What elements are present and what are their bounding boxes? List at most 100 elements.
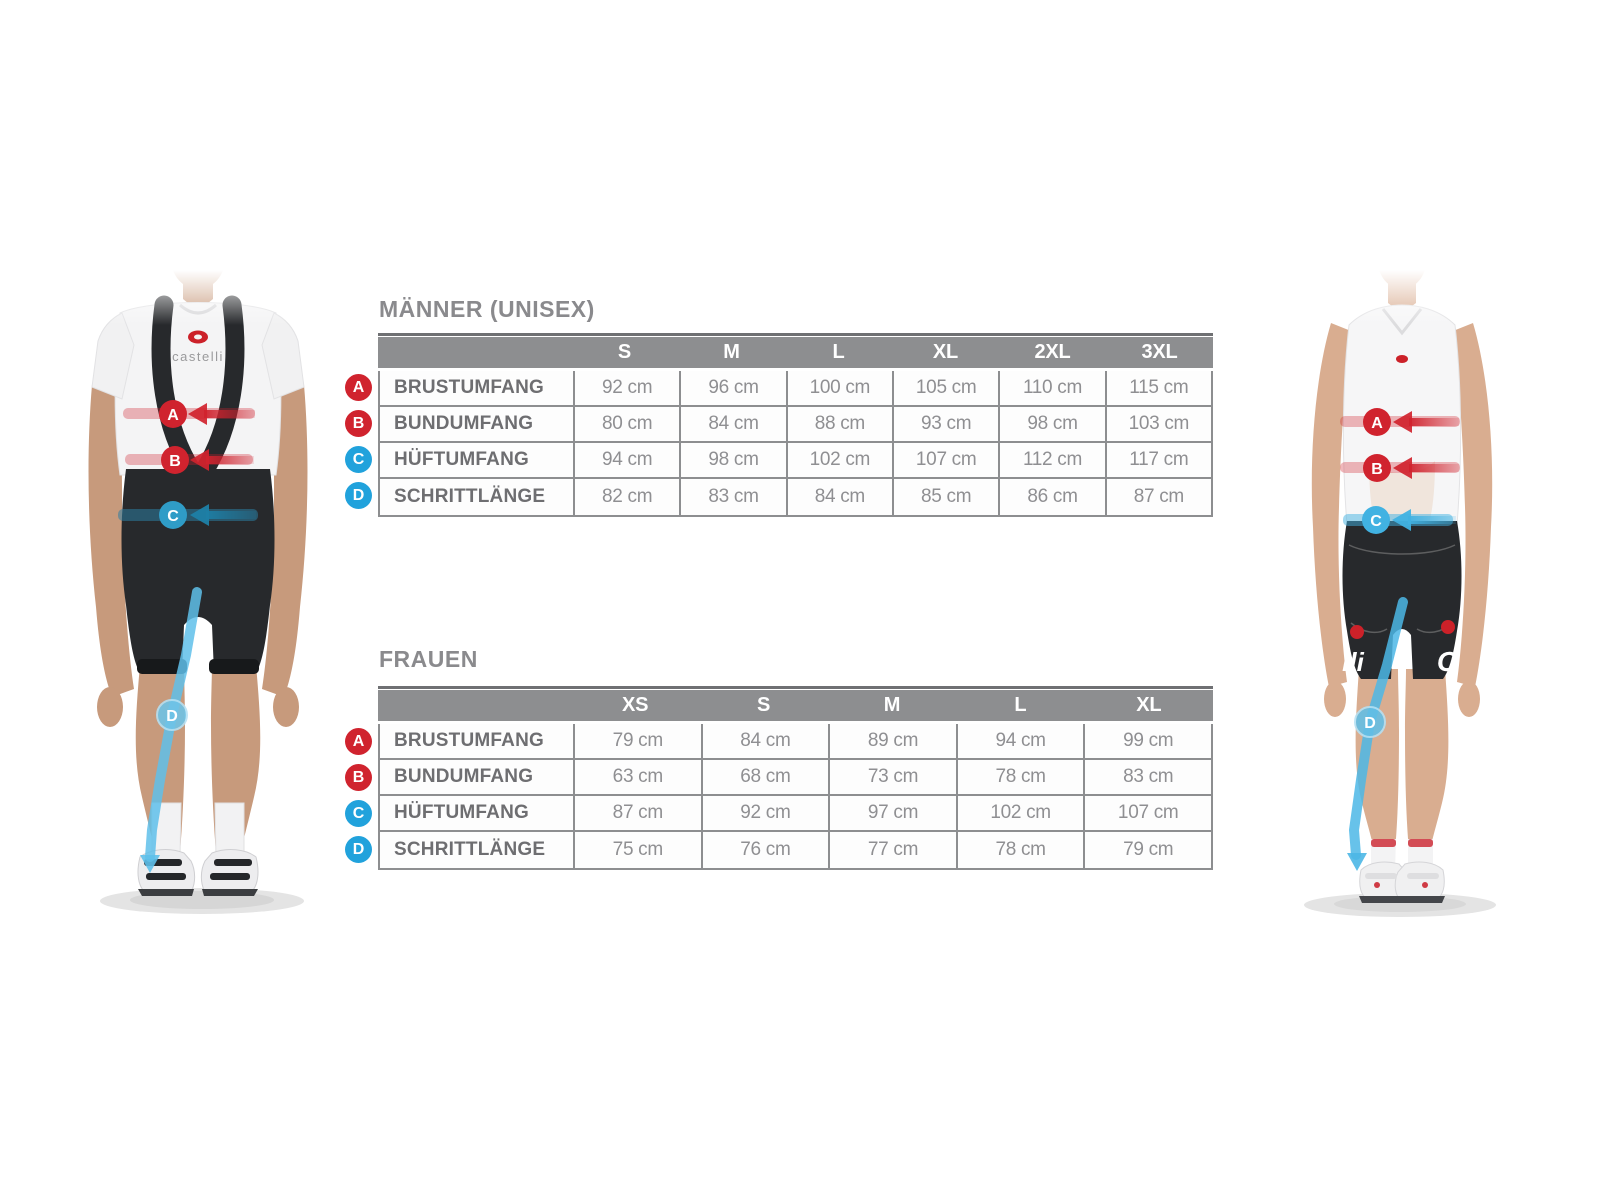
table-cell: 68 cm: [700, 760, 829, 794]
row-label: BRUSTUMFANG: [394, 730, 544, 751]
size-column-header: XS: [622, 694, 649, 716]
measurement-badge-b: B: [345, 764, 372, 791]
womens-figure-photo: lli C A B: [1265, 225, 1520, 920]
woman-marker-b: B: [1340, 454, 1460, 482]
table-row: BUNDUMFANG 80 cm 84 cm 88 cm 93 cm 98 cm…: [380, 407, 1211, 443]
table-cell: 115 cm: [1104, 371, 1211, 405]
table-row: HÜFTUMFANG 94 cm 98 cm 102 cm 107 cm 112…: [380, 443, 1211, 479]
row-label: SCHRITTLÄNGE: [394, 839, 546, 860]
woman-shorts-script-left: lli: [1342, 647, 1364, 677]
castelli-scorpion-logo: [188, 330, 208, 344]
size-column-header: L: [1014, 694, 1027, 716]
size-column-header: 3XL: [1141, 341, 1178, 363]
table-row: SCHRITTLÄNGE 75 cm 76 cm 77 cm 78 cm 79 …: [380, 832, 1211, 868]
size-column-header: S: [617, 341, 632, 363]
table-cell: 98 cm: [998, 407, 1104, 441]
size-column-header: XL: [1136, 694, 1162, 716]
table-cell: 89 cm: [828, 724, 956, 758]
table-body: BRUSTUMFANG 92 cm 96 cm 100 cm 105 cm 11…: [378, 371, 1213, 517]
table-cell: 80 cm: [573, 407, 679, 441]
table-cell: 94 cm: [573, 443, 679, 477]
womens-figure-illustration: lli C A B: [1265, 225, 1520, 917]
mens-size-table: S M L XL 2XL 3XL BRUSTUMFANG 92 cm 96 cm…: [378, 333, 1213, 517]
measurement-badge-a: A: [345, 728, 372, 755]
table-cell: 107 cm: [892, 443, 998, 477]
man-bib-shorts: [121, 469, 275, 674]
head-fade-overlay: [1265, 225, 1520, 325]
womens-table-title: FRAUEN: [379, 646, 478, 672]
table-cell: 92 cm: [573, 371, 679, 405]
table-body: BRUSTUMFANG 79 cm 84 cm 89 cm 94 cm 99 c…: [378, 724, 1213, 870]
table-cell: 78 cm: [955, 832, 1084, 868]
table-cell: 102 cm: [785, 443, 892, 477]
table-row: HÜFTUMFANG 87 cm 92 cm 97 cm 102 cm 107 …: [380, 796, 1211, 832]
table-cell: 98 cm: [679, 443, 785, 477]
table-cell: 82 cm: [573, 479, 679, 515]
table-cell: 112 cm: [998, 443, 1104, 477]
table-cell: 77 cm: [828, 832, 956, 868]
table-cell: 78 cm: [955, 760, 1084, 794]
table-cell: 88 cm: [785, 407, 892, 441]
table-cell: 86 cm: [998, 479, 1104, 515]
size-column-header: 2XL: [1034, 341, 1071, 363]
table-row: BRUSTUMFANG 92 cm 96 cm 100 cm 105 cm 11…: [380, 371, 1211, 407]
man-marker-b-letter: B: [169, 453, 181, 470]
table-row: BUNDUMFANG 63 cm 68 cm 73 cm 78 cm 83 cm: [380, 760, 1211, 796]
measurement-badge-c: C: [345, 446, 372, 473]
table-top-rule: [378, 333, 1213, 336]
table-cell: 63 cm: [573, 760, 701, 794]
row-label: SCHRITTLÄNGE: [394, 486, 546, 507]
table-cell: 84 cm: [679, 407, 785, 441]
table-cell: 100 cm: [785, 371, 892, 405]
head-fade-overlay: [80, 225, 335, 325]
table-top-rule: [378, 686, 1213, 689]
size-column-header: XL: [932, 341, 959, 363]
size-column-header: M: [883, 694, 901, 716]
row-label: BRUSTUMFANG: [394, 377, 544, 398]
size-column-header: L: [832, 341, 845, 363]
table-cell: 92 cm: [700, 796, 829, 830]
man-marker-d: D: [140, 587, 202, 873]
table-header: XS S M L XL: [378, 690, 1213, 721]
table-row: BRUSTUMFANG 79 cm 84 cm 89 cm 94 cm 99 c…: [380, 724, 1211, 760]
table-cell: 79 cm: [573, 724, 701, 758]
table-cell: 83 cm: [679, 479, 785, 515]
table-cell: 107 cm: [1083, 796, 1211, 830]
woman-marker-d-letter: D: [1364, 715, 1376, 732]
measurement-badge-b: B: [345, 410, 372, 437]
table-header: S M L XL 2XL 3XL: [378, 337, 1213, 368]
table-cell: 117 cm: [1104, 443, 1211, 477]
man-marker-c-letter: C: [167, 508, 179, 525]
woman-shoes: [1359, 861, 1445, 903]
measurement-badge-d: D: [345, 482, 372, 509]
table-cell: 84 cm: [700, 724, 829, 758]
table-row: SCHRITTLÄNGE 82 cm 83 cm 84 cm 85 cm 86 …: [380, 479, 1211, 515]
man-baselayer-shirt: [91, 302, 305, 476]
table-cell: 97 cm: [828, 796, 956, 830]
womens-size-table: XS S M L XL BRUSTUMFANG 79 cm 84 cm 89 c…: [378, 686, 1213, 870]
woman-marker-d: D: [1347, 597, 1408, 871]
table-cell: 84 cm: [785, 479, 892, 515]
woman-marker-c-letter: C: [1370, 513, 1382, 530]
table-cell: 73 cm: [828, 760, 956, 794]
row-label: BUNDUMFANG: [394, 766, 534, 787]
woman-marker-b-letter: B: [1371, 461, 1383, 478]
woman-marker-a-letter: A: [1371, 415, 1383, 432]
table-cell: 79 cm: [1083, 832, 1211, 868]
measurement-badge-a: A: [345, 374, 372, 401]
table-cell: 105 cm: [892, 371, 998, 405]
table-cell: 85 cm: [892, 479, 998, 515]
table-cell: 102 cm: [955, 796, 1084, 830]
measurement-badge-d: D: [345, 836, 372, 863]
woman-marker-c: C: [1343, 506, 1456, 534]
ground-shadow: [100, 888, 304, 914]
table-cell: 96 cm: [679, 371, 785, 405]
castelli-brand-text: castelli: [172, 349, 224, 364]
woman-shorts-script-right: C: [1437, 646, 1458, 677]
size-column-header: S: [757, 694, 771, 716]
mens-figure-illustration: castelli A: [80, 225, 335, 914]
table-cell: 76 cm: [700, 832, 829, 868]
table-cell: 75 cm: [573, 832, 701, 868]
table-cell: 93 cm: [892, 407, 998, 441]
